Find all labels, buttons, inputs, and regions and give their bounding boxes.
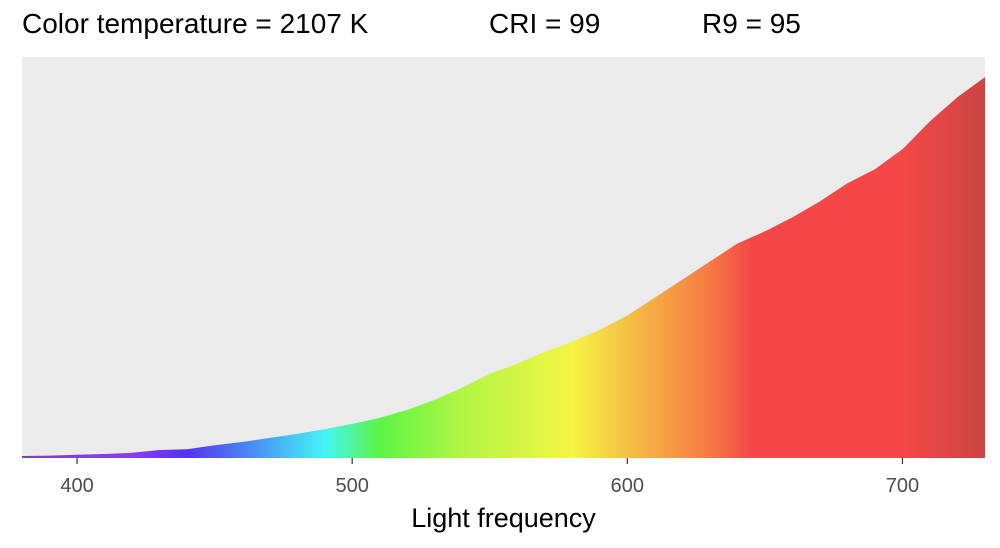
color-temperature-label: Color temperature = 2107 K	[22, 8, 369, 39]
x-axis-title: Light frequency	[411, 503, 596, 533]
x-tick-label: 700	[886, 475, 919, 497]
stats-header: Color temperature = 2107 K CRI = 99 R9 =…	[22, 8, 1000, 48]
x-tick-label: 600	[611, 475, 644, 497]
spectrum-area	[22, 77, 985, 458]
x-tick-label: 500	[335, 475, 368, 497]
r9-label: R9 = 95	[702, 8, 801, 39]
cri-label: CRI = 99	[489, 8, 601, 39]
x-axis: 400 500 600 700	[60, 458, 919, 497]
x-tick-label: 400	[60, 475, 93, 497]
